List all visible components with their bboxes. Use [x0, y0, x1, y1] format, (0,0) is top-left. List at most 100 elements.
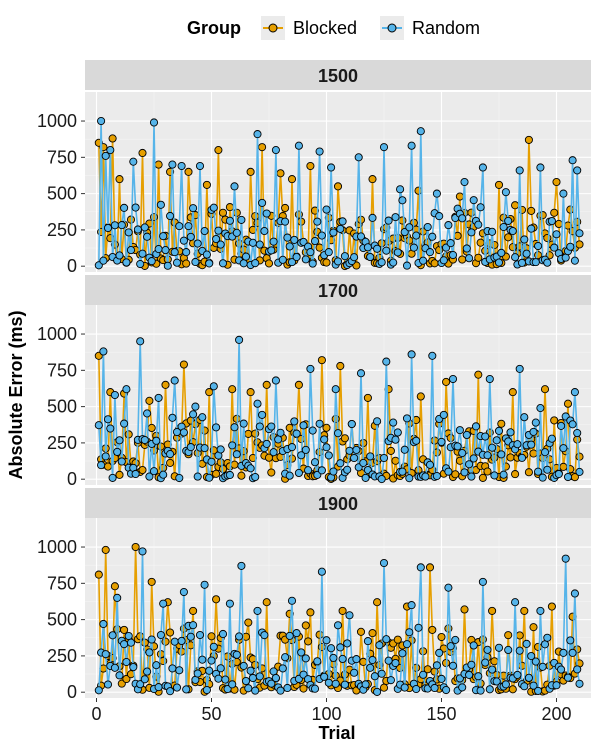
data-point — [333, 621, 343, 630]
data-point — [292, 429, 301, 438]
data-point — [501, 188, 510, 197]
data-point — [338, 217, 347, 226]
data-point — [460, 177, 469, 187]
data-point — [166, 211, 175, 221]
y-tick-label: 250 — [47, 220, 77, 240]
data-point — [356, 232, 366, 241]
y-tick-label: 1000 — [37, 324, 77, 344]
data-point — [138, 249, 147, 258]
data-point — [446, 239, 455, 248]
data-point — [366, 252, 375, 262]
data-point — [554, 219, 563, 228]
data-point — [235, 239, 244, 248]
data-point — [550, 208, 559, 217]
data-point — [517, 453, 527, 462]
facet-strip — [85, 488, 591, 518]
data-point — [290, 235, 299, 244]
data-point — [566, 636, 575, 645]
data-point — [271, 376, 280, 385]
data-point — [278, 255, 287, 264]
data-point — [490, 657, 499, 666]
data-point — [117, 457, 126, 466]
data-point — [550, 243, 559, 252]
data-point — [161, 246, 170, 255]
data-point — [200, 444, 209, 453]
data-point — [407, 350, 416, 359]
data-point — [212, 595, 221, 604]
data-point — [350, 253, 359, 262]
data-point — [524, 135, 533, 144]
data-point — [239, 419, 248, 428]
y-tick-label: 1000 — [37, 111, 77, 131]
data-point — [159, 656, 168, 666]
data-point — [269, 237, 278, 246]
data-point — [499, 470, 508, 479]
data-point — [543, 465, 552, 474]
data-point — [469, 196, 478, 205]
data-point — [147, 635, 156, 644]
data-point — [483, 645, 492, 654]
data-point — [214, 146, 223, 155]
data-point — [94, 570, 103, 579]
data-point — [269, 448, 278, 457]
data-point — [310, 206, 320, 215]
data-point — [172, 258, 182, 267]
data-point — [207, 632, 216, 641]
data-point — [97, 116, 106, 126]
data-point — [120, 203, 129, 212]
data-point — [373, 687, 382, 696]
data-point — [476, 238, 485, 247]
data-point — [515, 631, 524, 640]
data-point — [182, 248, 191, 257]
data-point — [166, 450, 175, 459]
data-point — [557, 421, 566, 430]
data-point — [545, 455, 554, 464]
data-point — [515, 364, 524, 373]
data-point — [195, 161, 205, 171]
data-point — [287, 596, 297, 605]
data-point — [400, 228, 409, 237]
data-point — [108, 473, 117, 482]
data-point — [557, 665, 566, 674]
data-point — [115, 470, 124, 479]
data-point — [345, 446, 354, 455]
data-point — [221, 675, 230, 684]
x-tick-label: 0 — [91, 704, 101, 724]
data-point — [559, 462, 568, 471]
data-point — [494, 643, 504, 652]
data-point — [136, 337, 145, 346]
data-point — [547, 434, 556, 443]
data-point — [458, 255, 467, 264]
data-point — [497, 450, 506, 459]
data-point — [382, 357, 391, 366]
data-point — [373, 244, 382, 253]
facet-panels: 1500025050075010001700025050075010001900… — [37, 60, 591, 702]
data-point — [520, 682, 529, 691]
data-point — [520, 413, 529, 422]
data-point — [444, 583, 453, 592]
data-point — [255, 240, 264, 249]
data-point — [377, 474, 386, 484]
data-point — [559, 189, 568, 198]
data-point — [246, 388, 255, 397]
data-point — [143, 232, 152, 241]
data-point — [575, 240, 584, 249]
data-point — [175, 473, 184, 483]
data-point — [573, 166, 582, 175]
data-point — [186, 232, 195, 241]
data-point — [276, 169, 285, 178]
data-point — [301, 654, 310, 663]
data-point — [313, 657, 322, 666]
legend-title: Group — [187, 18, 241, 38]
data-point — [442, 377, 451, 386]
data-point — [184, 167, 193, 176]
data-point — [122, 258, 131, 267]
data-point — [281, 203, 290, 213]
data-point — [113, 593, 122, 602]
data-point — [205, 473, 214, 482]
data-point — [179, 360, 188, 369]
data-point — [322, 205, 331, 214]
data-point — [225, 470, 234, 480]
data-point — [313, 217, 322, 226]
